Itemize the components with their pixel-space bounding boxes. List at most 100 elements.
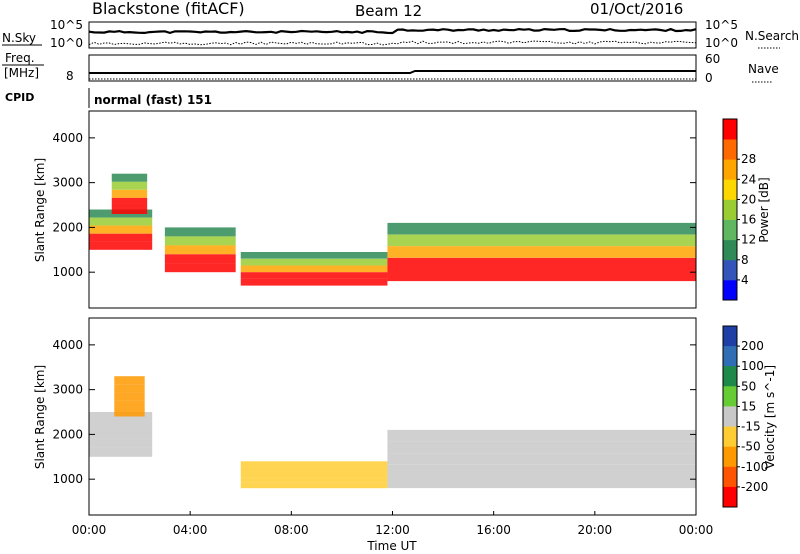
colorbar-tick-label: -200 (741, 480, 768, 494)
velocity-colorbar-label: Velocity [m s^-1] (763, 365, 777, 469)
colorbar-tick-label: 8 (741, 253, 749, 267)
velocity-panel: Slant Range [km] 1000 2000 3000 4000 200 100… (33, 317, 777, 516)
colorbar-tick-label: -50 (741, 440, 761, 454)
colorbar-swatch (723, 426, 737, 448)
freq-label-line1: Freq. (5, 51, 35, 65)
time-axis-ticks: 00:00 04:00 08:00 12:00 16:00 20:00 00:00 (72, 511, 714, 537)
colorbar-tick-label: 200 (741, 339, 764, 353)
colorbar-tick-label: -100 (741, 460, 768, 474)
colorbar-swatch (723, 406, 737, 427)
colorbar-swatch (723, 346, 737, 367)
echo-region-cell (89, 233, 153, 242)
colorbar-tick-label: 20 (741, 192, 756, 206)
colorbar-swatch (723, 259, 737, 281)
echo-region-cell (240, 265, 388, 273)
range-tick-label: 4000 (52, 131, 83, 145)
echo-region-cell (111, 181, 148, 190)
echo-region-cell (387, 257, 697, 270)
range-tick-label: 3000 (52, 383, 83, 397)
colorbar-swatch (723, 446, 737, 468)
freq-panel: Freq. [MHz] 8 60 0 Nave (2, 51, 779, 85)
echo-region-cell (111, 189, 148, 198)
echo-region-cell (89, 438, 153, 448)
range-tick-label: 1000 (52, 472, 83, 486)
colorbar-tick-label: 16 (741, 213, 756, 227)
echo-region-cell (240, 477, 388, 483)
echo-region-cell (89, 217, 153, 226)
echo-region-cell (240, 482, 388, 489)
freq-panel-frame (88, 54, 697, 82)
colorbar-tick-label: 4 (741, 273, 749, 287)
echo-region-cell (240, 258, 388, 266)
range-tick-label: 4000 (52, 338, 83, 352)
echo-region-cell (387, 269, 697, 282)
velocity-heatmap-data (89, 376, 697, 489)
noise-search-label: N.Search (745, 29, 799, 43)
echo-region-cell (240, 252, 388, 259)
echo-region-cell (111, 173, 148, 182)
power-heatmap-data (89, 173, 697, 286)
noise-panel-frame (88, 21, 697, 49)
echo-region-cell (114, 400, 145, 409)
colorbar-swatch (723, 239, 737, 261)
power-ylabel: Slant Range [km] (33, 158, 47, 262)
noise-right-bottom-tick: 10^0 (705, 36, 738, 50)
echo-region-cell (114, 408, 145, 417)
colorbar-swatch (723, 486, 737, 508)
noise-sky-label: N.Sky (2, 31, 36, 45)
colorbar-tick-label: 12 (741, 233, 756, 247)
time-tick-label: 04:00 (173, 523, 208, 537)
colorbar-swatch (723, 326, 737, 347)
echo-region-cell (111, 197, 148, 206)
freq-label-line2: [MHz] (4, 66, 39, 80)
power-panel-frame (88, 110, 697, 309)
echo-region-cell (114, 376, 145, 385)
velocity-y-ticks: 1000 2000 3000 4000 (52, 338, 696, 486)
noise-left-bottom-tick: 10^0 (50, 36, 83, 50)
noise-panel: N.Sky 10^5 10^0 10^5 10^0 N.Search (2, 18, 799, 50)
echo-region-cell (387, 464, 697, 477)
time-tick-label: 00:00 (72, 523, 107, 537)
echo-region-cell (387, 441, 697, 454)
power-panel: Slant Range [km] 1000 2000 3000 4000 4 8 12 16… (33, 110, 771, 309)
nave-right-top-tick: 60 (705, 52, 720, 66)
echo-region-cell (114, 384, 145, 393)
nave-right-bottom-tick: 0 (705, 71, 713, 85)
echo-region-cell (89, 421, 153, 430)
colorbar-tick-label: 15 (741, 399, 756, 413)
echo-region-cell (387, 429, 697, 442)
colorbar-swatch (723, 366, 737, 387)
echo-region-cell (89, 225, 153, 234)
colorbar-swatch (723, 466, 737, 488)
echo-region-cell (114, 392, 145, 401)
colorbar-swatch (723, 119, 737, 140)
range-tick-label: 2000 (52, 220, 83, 234)
time-tick-label: 16:00 (476, 523, 511, 537)
colorbar-tick-label: 24 (741, 172, 756, 186)
colorbar-swatch (723, 279, 737, 301)
echo-region-cell (387, 453, 697, 465)
echo-region-cell (387, 476, 697, 489)
echo-region-cell (164, 245, 236, 255)
echo-region-cell (111, 205, 148, 214)
colorbar-tick-label: 50 (741, 379, 756, 393)
time-tick-label: 00:00 (679, 523, 714, 537)
colorbar-frame (722, 325, 738, 508)
echo-region-cell (240, 278, 388, 286)
cpid-label: CPID (5, 91, 34, 104)
colorbar-swatch (723, 219, 737, 241)
colorbar-tick-label: 28 (741, 152, 756, 166)
echo-region-cell (240, 472, 388, 478)
colorbar-frame (722, 118, 738, 301)
colorbar-swatch (723, 139, 737, 160)
freq-line (89, 70, 696, 74)
time-tick-label: 08:00 (274, 523, 309, 537)
time-axis-title: Time UT (366, 539, 417, 553)
colorbar-swatch (723, 199, 737, 220)
echo-region-cell (164, 227, 236, 237)
echo-region-cell (240, 461, 388, 467)
time-tick-label: 12:00 (375, 523, 410, 537)
echo-region-cell (387, 222, 697, 235)
range-tick-label: 3000 (52, 176, 83, 190)
